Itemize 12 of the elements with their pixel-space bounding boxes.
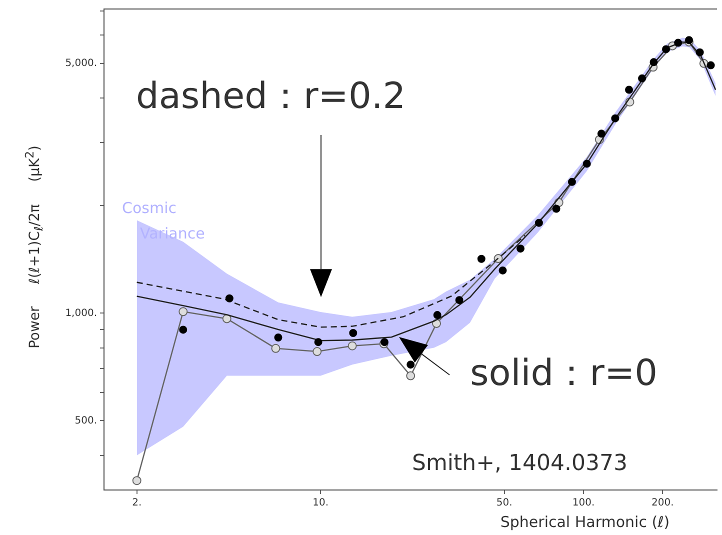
y-tick-label: 500. [74, 415, 97, 426]
x-tick-label: 100. [572, 498, 595, 509]
annotation: solid：r=0 [470, 353, 658, 394]
x-tick-label: 200. [651, 498, 674, 509]
y-tick-label: 1,000. [65, 308, 97, 319]
x-tick-label: 10. [312, 498, 329, 509]
x-tick-label: 2. [132, 498, 142, 509]
y-tick-label: 5,000. [65, 58, 97, 70]
x-axis-title: Spherical Harmonic (ℓ) [500, 513, 670, 531]
annotation: dashed：r=0.2 [136, 76, 406, 117]
annotation: Smith+, 1404.0373 [412, 451, 628, 476]
x-tick-label: 50. [496, 498, 512, 509]
